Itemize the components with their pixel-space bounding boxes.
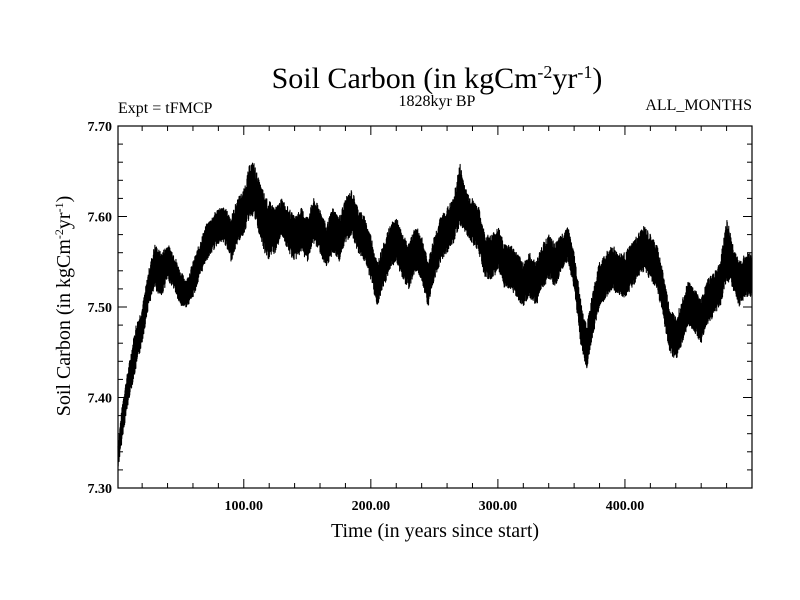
y-axis-tick-labels: 7.30 7.40 7.50 7.60 7.70	[88, 120, 113, 497]
x-axis-ticks	[141, 126, 728, 488]
series-line-soil-carbon	[117, 162, 753, 467]
y-tick-label: 7.30	[88, 482, 113, 497]
y-axis-label-sup1: -2	[52, 229, 66, 239]
y-axis-label-main: Soil Carbon (in kgCm	[53, 239, 75, 417]
chart-title-mid: yr	[552, 62, 577, 95]
x-tick-label: 200.00	[352, 499, 391, 514]
chart-title-main: Soil Carbon (in kgCm	[272, 62, 538, 95]
chart-title-sup1: -2	[537, 62, 552, 82]
y-tick-label: 7.70	[88, 120, 113, 135]
chart-title: Soil Carbon (in kgCm-2yr-1)	[272, 62, 603, 95]
y-axis-label: Soil Carbon (in kgCm-2yr-1)	[52, 196, 75, 417]
data-series-group	[117, 162, 753, 467]
months-label: ALL_MONTHS	[645, 97, 752, 114]
y-axis-ticks	[118, 125, 752, 489]
y-tick-label: 7.60	[88, 211, 113, 226]
chart-title-end: )	[592, 62, 602, 95]
x-tick-label: 100.00	[225, 499, 264, 514]
period-label: 1828kyr BP	[399, 93, 476, 110]
y-tick-label: 7.50	[88, 301, 113, 316]
x-tick-label: 300.00	[479, 499, 518, 514]
y-tick-label: 7.40	[88, 392, 113, 407]
x-axis-label: Time (in years since start)	[331, 520, 539, 542]
y-axis-label-mid: yr	[53, 212, 75, 229]
x-axis-tick-labels: 100.00 200.00 300.00 400.00	[225, 499, 645, 514]
y-axis-label-end: )	[53, 196, 75, 203]
plot-frame	[117, 125, 753, 489]
x-tick-label: 400.00	[606, 499, 645, 514]
expt-label: Expt = tFMCP	[118, 100, 212, 117]
y-axis-label-sup2: -1	[52, 202, 66, 212]
chart-title-sup2: -1	[577, 62, 592, 82]
